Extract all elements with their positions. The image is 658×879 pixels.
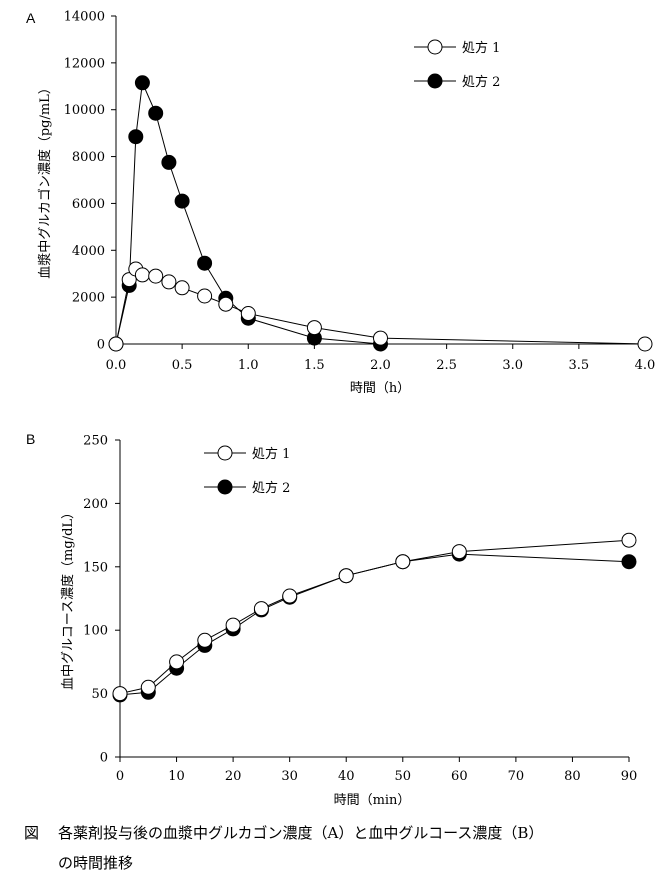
panel-a-x-tick-label: 2.5	[436, 358, 457, 373]
panel-a-y-tick-label: 0	[97, 338, 105, 353]
legend-a-label-2: 処方 2	[462, 74, 500, 90]
panel-a-series-markers	[108, 75, 653, 352]
panel-a-series-2-point	[174, 193, 190, 209]
panel-b-x-tick-label: 10	[168, 769, 185, 784]
panel-b-series-1-point	[621, 532, 637, 548]
panel-a-series-2-point	[134, 75, 150, 91]
panel-b-series-2-point	[621, 554, 637, 570]
panel-b-x-tick-label: 60	[451, 769, 468, 784]
panel-a-y-tick-label: 14000	[64, 10, 105, 25]
panel-a-label: A	[26, 10, 36, 26]
panel-a-series-1-point	[108, 336, 124, 352]
panel-a-legend: 処方 1 処方 2	[414, 39, 500, 90]
legend-b-label-2: 処方 2	[252, 480, 290, 496]
panel-b-series-1-point	[282, 588, 298, 604]
legend-b-marker-1	[217, 445, 233, 461]
panel-b-series-2-line	[119, 553, 630, 696]
panel-a-series-2-point	[148, 105, 164, 121]
panel-a-x-tick-label: 3.0	[502, 358, 523, 373]
panel-a-y-tick-label: 2000	[72, 291, 105, 306]
panel-a-y-ticks: 0 2000 4000 6000 8000 10000 12000 14000	[64, 10, 116, 353]
panel-b-y-tick-label: 250	[83, 434, 108, 449]
panel-a-series-lines	[115, 80, 646, 345]
panel-b-series-1-point	[253, 601, 269, 617]
panel-a-series-1-point	[148, 268, 164, 284]
caption: 図 各薬剤投与後の血漿中グルカゴン濃度（A）と血中グルコース濃度（B） の時間推…	[24, 824, 543, 872]
panel-a-y-tick-label: 6000	[72, 197, 105, 212]
panel-a-x-tick-label: 1.0	[238, 358, 259, 373]
panel-b-series-1-point	[395, 554, 411, 570]
panel-a-series-1-point	[240, 306, 256, 321]
panel-b-series-1-point	[338, 568, 354, 584]
panel-b-y-ticks: 0 50 100 150 200 250	[83, 434, 120, 766]
panel-b-series-1-point	[197, 632, 213, 648]
panel-b-y-tick-label: 150	[83, 560, 108, 575]
panel-a-x-label: 時間（h）	[350, 381, 410, 396]
panel-b-series-markers	[112, 532, 637, 703]
panel-b-x-tick-label: 30	[281, 769, 298, 784]
panel-a-series-2-point	[128, 129, 144, 145]
panel-b-label: B	[26, 431, 35, 447]
panel-a-series-1-point	[174, 280, 190, 296]
panel-a-x-tick-label: 1.5	[304, 358, 325, 373]
panel-a-y-tick-label: 8000	[72, 150, 105, 165]
panel-a-y-tick-label: 10000	[64, 103, 105, 118]
panel-b-series-1-point	[112, 686, 128, 702]
panel-a-x-tick-label: 3.5	[569, 358, 590, 373]
panel-b-y-tick-label: 50	[91, 687, 108, 702]
panel-b-series-1-point	[225, 617, 241, 633]
panel-a-series-1-point	[134, 267, 150, 283]
panel-a-x-tick-label: 0.0	[106, 358, 127, 373]
panel-a-series-2-point	[197, 255, 213, 271]
panel-b-x-tick-label: 90	[621, 769, 638, 784]
panel-a-y-label: 血漿中グルカゴン濃度（pg/mL）	[37, 81, 53, 279]
legend-b-marker-2	[217, 479, 233, 495]
legend-b-label-1: 処方 1	[252, 446, 290, 462]
panel-a-series-2-line	[115, 80, 381, 345]
caption-label: 図	[24, 824, 39, 842]
panel-b-y-tick-label: 100	[83, 624, 108, 639]
panel-a-series-1-point	[161, 274, 177, 290]
panel-b-x-tick-label: 0	[116, 769, 124, 784]
panel-a-series-1-point	[218, 296, 234, 312]
panel-b-x-ticks: 0 10 20 30 40 50 60 70 80 90	[116, 757, 637, 784]
panel-b-y-tick-label: 0	[100, 751, 108, 766]
panel-b-x-label: 時間（min）	[334, 793, 411, 808]
panel-a-series-2-point	[161, 154, 177, 170]
panel-a-x-tick-label: 0.5	[172, 358, 193, 373]
panel-b-chart: B 0 50 100 150 200 250 0 10 20 30 40 50 60 70 80 90 時間…	[26, 431, 637, 808]
panel-a-series-1-point	[637, 336, 653, 352]
caption-line-2: の時間推移	[58, 854, 133, 872]
panel-b-series-1-line	[119, 539, 630, 695]
panel-b-x-tick-label: 20	[225, 769, 242, 784]
panel-a-x-ticks: 0.0 0.5 1.0 1.5 2.0 2.5 3.0 3.5 4.0	[106, 344, 656, 373]
panel-b-series-1-point	[169, 654, 185, 670]
panel-a-series-1-point	[373, 330, 388, 346]
legend-a-marker-2	[427, 73, 443, 89]
panel-b-x-tick-label: 40	[338, 769, 355, 784]
panel-b-y-label: 血中グルコース濃度（mg/dL）	[60, 506, 76, 690]
panel-a-series-1-point	[121, 272, 137, 288]
panel-b-x-tick-label: 50	[395, 769, 412, 784]
panel-b-legend: 処方 1 処方 2	[204, 445, 290, 496]
caption-line-1: 各薬剤投与後の血漿中グルカゴン濃度（A）と血中グルコース濃度（B）	[58, 824, 543, 842]
panel-b-y-tick-label: 200	[83, 497, 108, 512]
panel-a-x-tick-label: 4.0	[635, 358, 656, 373]
panel-a-x-tick-label: 2.0	[370, 358, 391, 373]
panel-a-series-1-point	[306, 320, 322, 336]
legend-a-marker-1	[427, 39, 443, 55]
panel-a-y-tick-label: 4000	[72, 244, 105, 259]
panel-b-series-lines	[119, 539, 630, 696]
panel-a-y-tick-label: 12000	[64, 56, 105, 71]
legend-a-label-1: 処方 1	[462, 40, 500, 56]
panel-b-x-tick-label: 80	[564, 769, 581, 784]
panel-b-series-1-point	[451, 544, 467, 560]
panel-b-series-1-point	[140, 679, 156, 695]
panel-b-x-tick-label: 70	[508, 769, 525, 784]
panel-a-series-1-point	[197, 288, 213, 304]
